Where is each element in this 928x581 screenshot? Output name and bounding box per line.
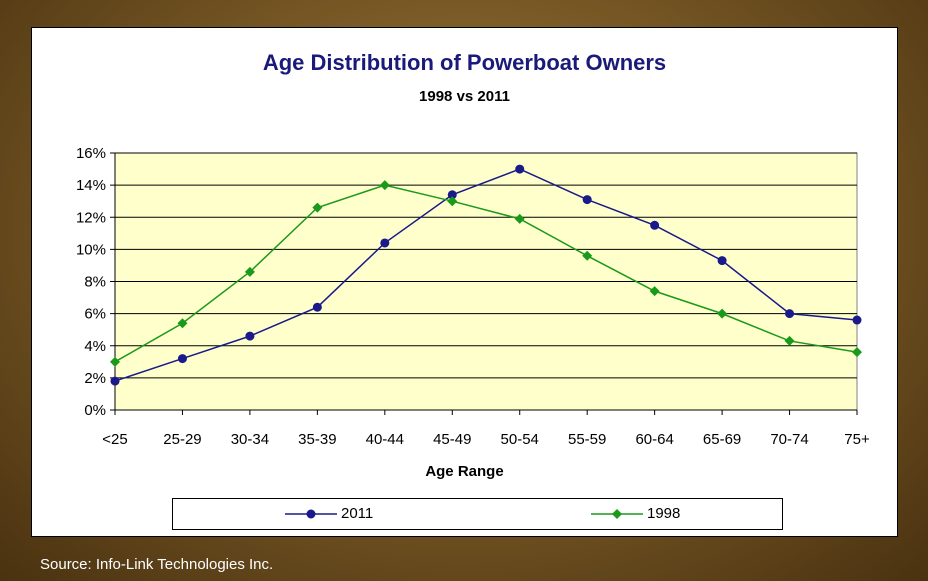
- data-point-2011: [515, 164, 525, 174]
- legend-label-2011: 2011: [341, 505, 374, 522]
- y-tick-label: 14%: [76, 177, 106, 194]
- data-point-2011: [447, 190, 457, 200]
- x-axis-title: Age Range: [425, 463, 504, 480]
- data-point-2011: [177, 354, 187, 364]
- source-note: Source: Info-Link Technologies Inc.: [40, 556, 274, 573]
- data-point-1998: [784, 335, 795, 346]
- chart-frame: Age Distribution of Powerboat Owners 199…: [31, 27, 898, 537]
- line-chart: 0% 2% 4% 6% 8% 10% 12% 14% 16% <25 25-29 30-34 35-39…: [76, 145, 870, 448]
- legend: 2011 1998: [172, 498, 783, 530]
- data-point-2011: [582, 195, 592, 205]
- x-tick-label: 35-39: [298, 431, 336, 448]
- data-point-1998: [177, 318, 188, 329]
- legend-swatch-2011: [285, 509, 337, 519]
- x-tick-label: 40-44: [366, 431, 404, 448]
- data-point-1998: [582, 250, 593, 261]
- x-tick-label: 25-29: [163, 431, 201, 448]
- x-tick-label: 65-69: [703, 431, 741, 448]
- data-point-1998: [447, 196, 458, 207]
- legend-item-1998: 1998: [591, 499, 741, 529]
- data-point-1998: [244, 266, 255, 277]
- data-point-1998: [717, 308, 728, 319]
- series-line-2011: [114, 168, 858, 382]
- data-point-2011: [785, 309, 795, 319]
- legend-item-2011: 2011: [285, 499, 435, 529]
- x-tick-label: 45-49: [433, 431, 471, 448]
- x-tick-label: <25: [102, 431, 127, 448]
- data-point-1998: [514, 213, 525, 224]
- y-tick-label: 8%: [84, 274, 106, 291]
- legend-label-1998: 1998: [647, 505, 681, 522]
- y-tick-label: 10%: [76, 241, 106, 258]
- data-point-1998: [312, 202, 323, 213]
- data-point-2011: [650, 220, 660, 230]
- chart-title: Age Distribution of Powerboat Owners: [262, 50, 667, 75]
- x-tick-label: 50-54: [501, 431, 539, 448]
- data-point-1998: [379, 180, 390, 191]
- y-tick-label: 16%: [76, 145, 106, 162]
- data-point-2011: [852, 315, 862, 325]
- legend-swatch-1998: [591, 509, 643, 519]
- x-tick-label: 55-59: [568, 431, 606, 448]
- data-point-2011: [245, 331, 255, 341]
- x-tick-label: 75+: [844, 431, 870, 448]
- data-point-2011: [380, 238, 390, 248]
- data-point-1998: [852, 347, 862, 358]
- series-line-1998: [114, 184, 858, 363]
- x-tick-label: 60-64: [635, 431, 673, 448]
- y-tick-label: 0%: [84, 402, 106, 419]
- y-tick-label: 2%: [84, 370, 106, 387]
- y-tick-label: 4%: [84, 338, 106, 355]
- data-point-2011: [312, 302, 322, 312]
- data-point-1998: [649, 286, 660, 297]
- y-tick-label: 12%: [76, 209, 106, 226]
- chart-subtitle: 1998 vs 2011: [419, 88, 510, 105]
- y-tick-label: 6%: [84, 306, 106, 323]
- data-point-2011: [110, 376, 120, 386]
- x-tick-label: 70-74: [770, 431, 808, 448]
- data-point-2011: [717, 256, 727, 266]
- x-tick-label: 30-34: [231, 431, 269, 448]
- data-point-1998: [110, 356, 120, 367]
